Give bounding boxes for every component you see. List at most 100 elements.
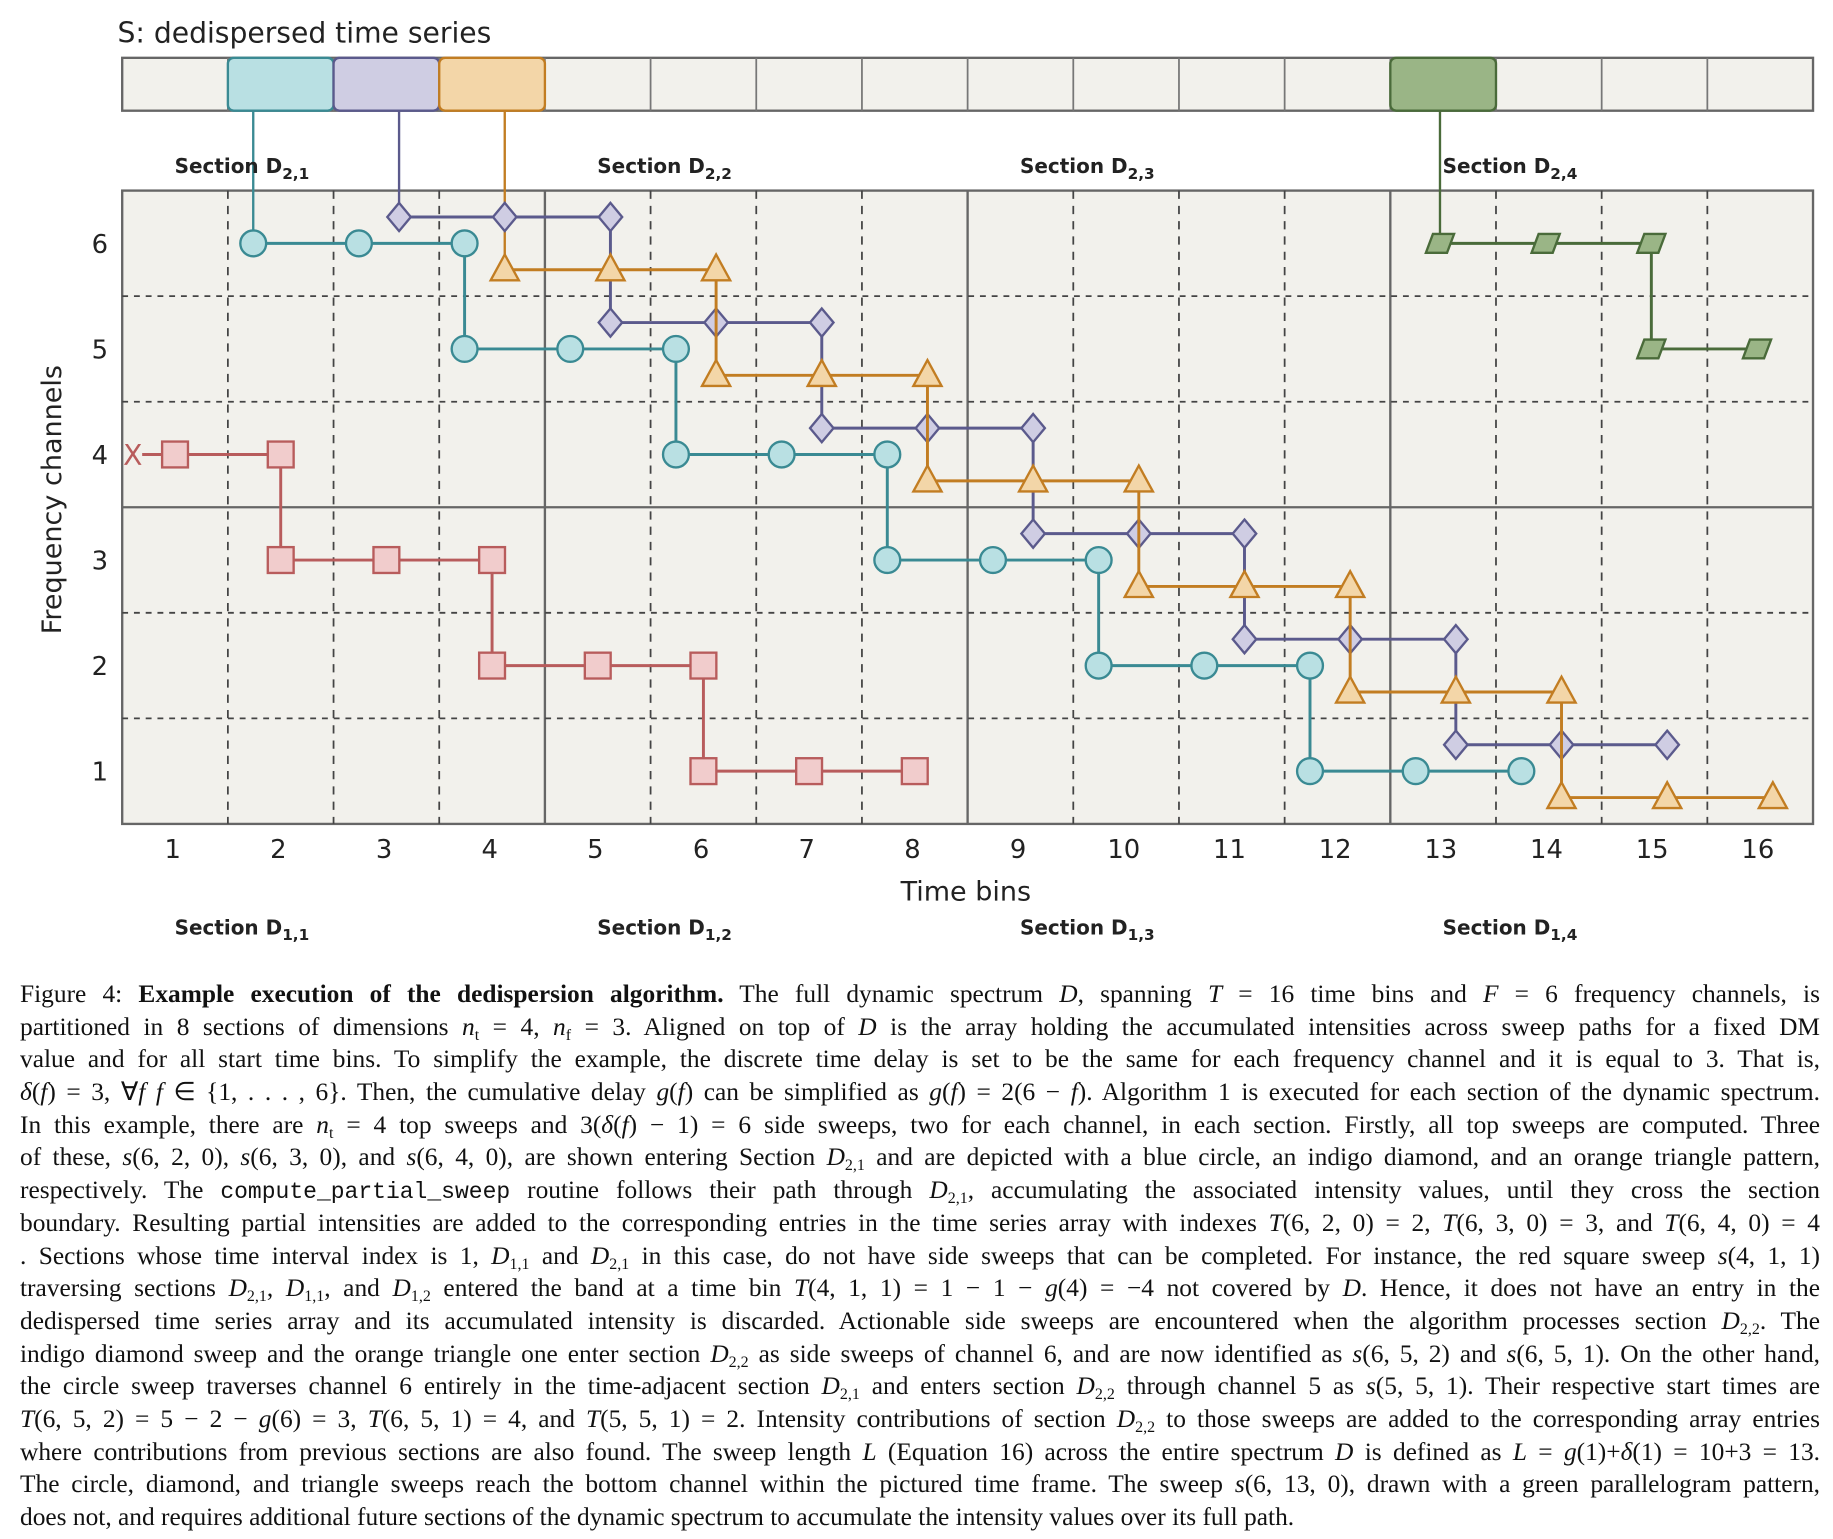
x-tick-label: 6 [693,835,709,865]
caption-line: Figure 4: Example execution of the dedis… [20,980,1820,1008]
diamond-marker [1442,623,1470,656]
square-marker [900,757,929,786]
array-cell-2 [226,56,335,112]
diamond-marker [1019,517,1047,550]
triangle-marker [700,252,733,282]
y-tick-label: 1 [92,758,108,788]
x-tick-label: 1 [164,835,180,865]
section-label-text: Section D [175,915,283,939]
caption-line: T(6, 5, 2) = 5 − 2 − g(6) = 3, T(6, 5, 1… [20,1404,1821,1436]
square-marker [266,545,295,575]
circle-marker [873,545,902,575]
triangle-marker [1122,463,1155,493]
circle-marker [239,229,268,258]
array-cell-4 [438,56,547,112]
section-label-sections_top-2: Section D2,2 [597,154,732,183]
section-label-subscript: 2,4 [1550,165,1577,183]
triangle-marker [1545,779,1578,810]
section-label-subscript: 2,2 [705,165,732,183]
circle-marker [556,334,585,364]
triangle-marker [1334,568,1367,599]
circle-marker [450,334,479,364]
parallelogram-sweep [1424,232,1773,360]
caption-line: In this example, there are nt = 4 top sw… [20,1110,1820,1142]
caption-line: does not, and requires additional future… [20,1503,1295,1531]
diamond-marker [597,306,624,339]
y-tick-label: 2 [92,652,108,682]
square-sweep [160,440,929,786]
x-tick-label: 12 [1319,835,1352,865]
circle-marker [661,334,691,364]
diamond-marker [385,201,413,233]
caption-line: dedispersed time series array and its ac… [20,1306,1820,1338]
section-label-subscript: 2,3 [1128,165,1155,183]
circle-marker [1507,757,1536,786]
diamond-marker [1231,517,1258,550]
square-marker [689,651,718,680]
x-axis-label: Time bins [900,876,1032,907]
square-marker [160,440,190,469]
x-tick-label: 8 [904,835,920,865]
circle-marker [978,545,1008,575]
caption-line: where contributions from previous sectio… [20,1437,1821,1466]
triangle-marker [1122,568,1155,599]
circle-marker [1084,545,1113,575]
y-tick-label: 6 [92,230,108,260]
parallelogram-marker [1635,338,1668,360]
circle-marker [1295,651,1325,680]
diamond-marker [597,201,624,233]
x-tick-label: 11 [1213,835,1246,865]
triangle-marker [1017,463,1050,493]
array-cell-13 [1389,56,1498,112]
section-label-text: Section D [1020,154,1128,178]
x-tick-label: 4 [481,835,497,865]
triangle-marker [911,463,944,493]
triangle-marker [488,252,521,282]
diamond-marker [1653,728,1681,761]
square-marker [689,757,718,786]
x-tick-label: 2 [270,835,286,865]
circle-marker [1295,757,1325,786]
section-label-text: Section D [1443,915,1551,939]
caption-line: δ(f) = 3, ∀f f ∈ {1, . . . , 6}. Then, t… [20,1078,1820,1107]
section-labels: Section D2,1 Section D2,2 Section D2,3 Sect… [175,154,1578,944]
diamond-marker [1442,728,1470,761]
circle-marker [661,440,691,469]
parallelogram-marker [1741,338,1773,360]
triangle-marker [1756,779,1789,810]
x-tick-label: 13 [1424,835,1457,865]
caption-line: the circle sweep traverses channel 6 ent… [20,1372,1820,1404]
square-marker [477,651,507,680]
triangle-marker [1334,674,1367,704]
parallelogram-marker [1424,232,1456,254]
parallelogram-marker [1529,232,1562,254]
x-tick-label: 10 [1107,835,1140,865]
start-connectors [252,110,1442,270]
y-tick-label: 3 [92,546,108,576]
triangle-marker [1439,674,1472,704]
square-marker [583,651,612,680]
caption-line: of these, s(6, 2, 0), s(6, 3, 0), and s(… [20,1143,1820,1175]
caption-line: The circle, diamond, and triangle sweeps… [20,1470,1821,1499]
y-tick-label: 5 [92,335,108,365]
circle-marker [873,440,902,469]
x-tick-label: 5 [587,835,603,865]
circle-marker [767,440,796,469]
triangle-marker [594,252,627,282]
circle-marker [1190,651,1219,680]
section-label-sections_top-4: Section D2,4 [1443,154,1578,183]
diamond-marker [808,306,836,339]
circle-sweep-path [253,241,1522,773]
time-series-array [121,56,1815,112]
square-marker [372,545,401,575]
triangle-sweep [488,252,1789,810]
x-tick-label: 15 [1636,835,1669,865]
section-label-sections_bottom-2: Section D1,2 [597,915,732,944]
square-marker [794,757,824,786]
figure-caption: Figure 4: Example execution of the dedis… [20,978,1820,1534]
section-label-subscript: 1,3 [1128,926,1155,944]
section-label-text: Section D [1020,915,1128,939]
section-label-text: Section D [597,154,705,178]
circle-marker [450,229,479,258]
diamond-marker [1231,623,1258,656]
